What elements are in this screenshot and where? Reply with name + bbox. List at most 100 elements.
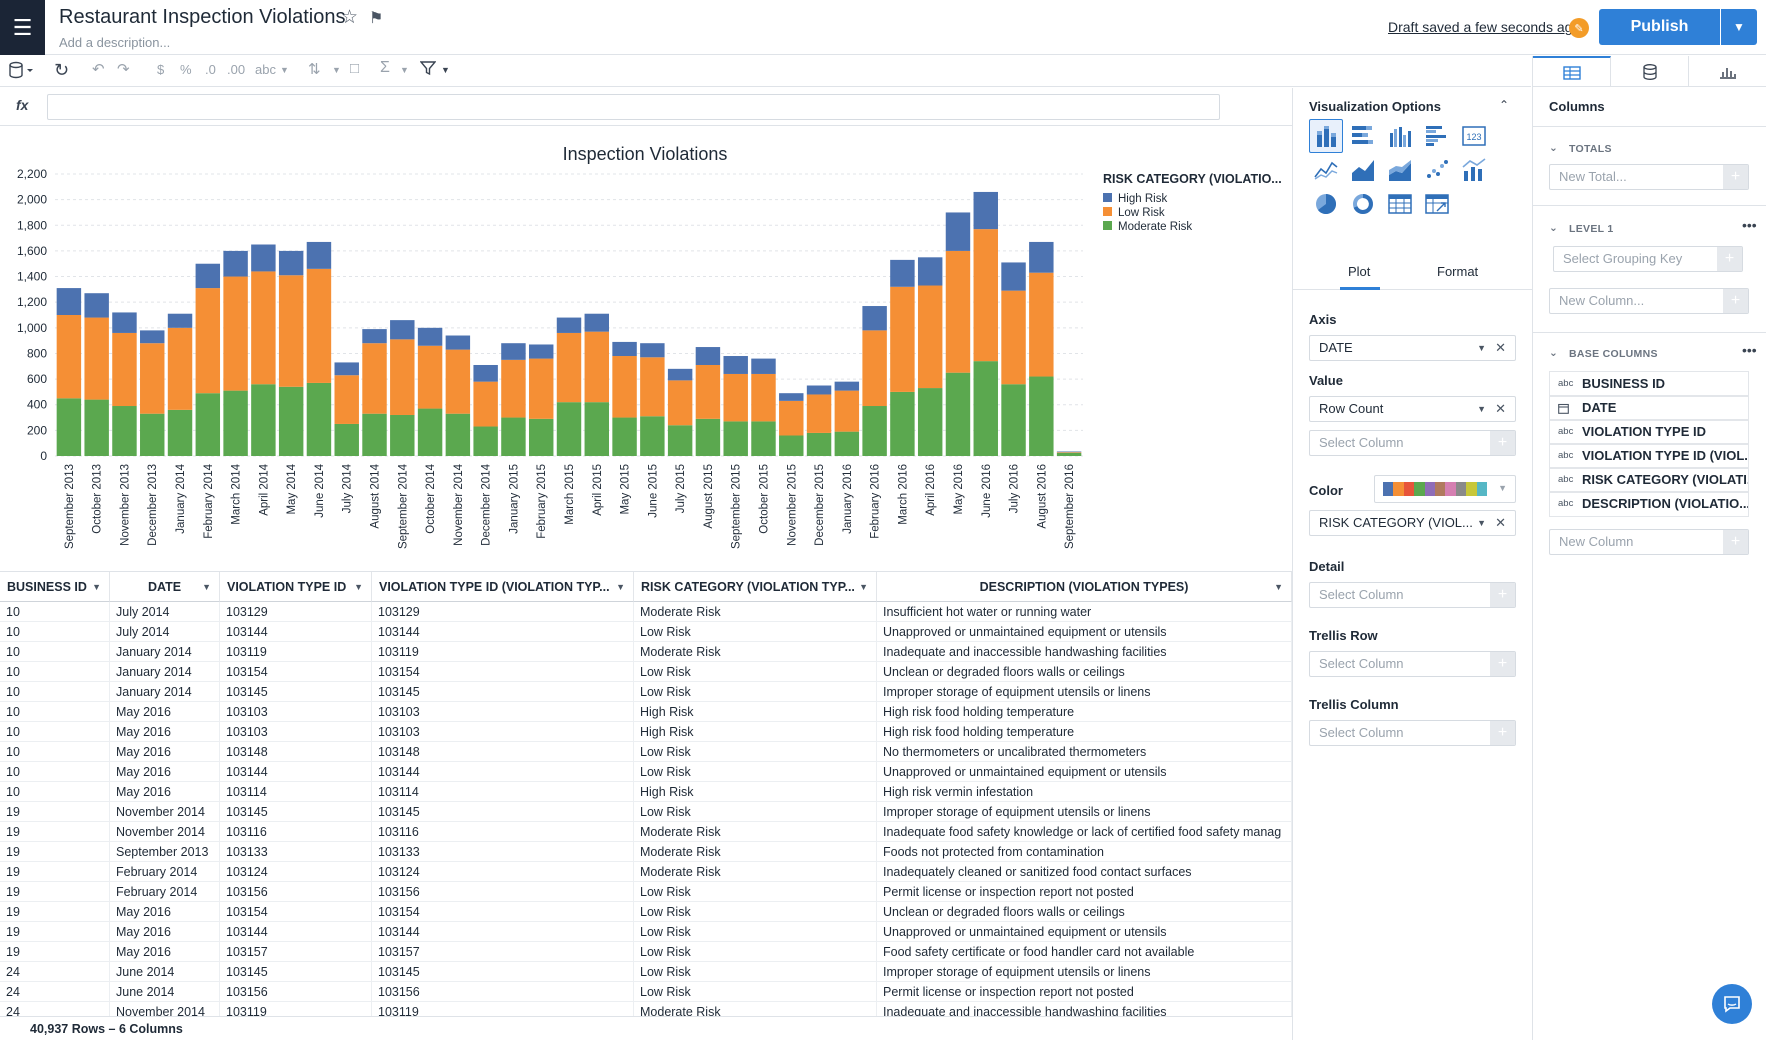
bar-high-risk[interactable] (167, 313, 193, 328)
chevron-down-icon[interactable]: ▼ (616, 582, 625, 592)
table-cell[interactable]: 103129 (372, 602, 634, 622)
bar-moderate-risk[interactable] (612, 417, 637, 456)
bar-high-risk[interactable] (584, 313, 610, 332)
table-cell[interactable]: Unclean or degraded floors walls or ceil… (877, 902, 1292, 922)
plus-icon[interactable]: + (1490, 583, 1515, 607)
table-cell[interactable]: 103119 (220, 642, 372, 662)
bar-high-risk[interactable] (917, 257, 943, 286)
table-cell[interactable]: 103114 (220, 782, 372, 802)
bar-low-risk[interactable] (195, 288, 221, 394)
column-header[interactable]: DESCRIPTION (VIOLATION TYPES) ▼ (877, 572, 1292, 602)
bar-high-risk[interactable] (640, 343, 665, 358)
draft-status-link[interactable]: Draft saved a few seconds ago (1388, 19, 1581, 35)
chevron-down-icon[interactable]: ▼ (1721, 9, 1757, 45)
bar-moderate-risk[interactable] (140, 413, 165, 456)
tab-format[interactable]: Format (1437, 264, 1479, 279)
table-cell[interactable]: May 2016 (110, 762, 220, 782)
bar-low-risk[interactable] (501, 359, 526, 418)
table-cell[interactable]: Inadequate and inaccessible handwashing … (877, 1002, 1292, 1016)
bar-low-risk[interactable] (112, 332, 137, 407)
redo-icon[interactable]: ↷ (117, 61, 130, 78)
table-cell[interactable]: Moderate Risk (634, 822, 877, 842)
table-cell[interactable]: 103154 (372, 902, 634, 922)
table-cell[interactable]: February 2014 (110, 862, 220, 882)
table-cell[interactable]: May 2016 (110, 922, 220, 942)
table-cell[interactable]: 103103 (372, 702, 634, 722)
bar-low-risk[interactable] (751, 373, 776, 422)
bar-moderate-risk[interactable] (417, 408, 443, 456)
bar-high-risk[interactable] (556, 317, 582, 333)
chevron-down-icon[interactable]: ▼ (332, 65, 341, 75)
table-cell[interactable]: High Risk (634, 702, 877, 722)
pencil-icon[interactable]: ✎ (1569, 18, 1589, 38)
bar-moderate-risk[interactable] (195, 393, 221, 456)
bar-moderate-risk[interactable] (1001, 384, 1026, 456)
bar-low-risk[interactable] (667, 380, 693, 426)
bar-low-risk[interactable] (84, 317, 109, 400)
tab-plot[interactable]: Plot (1348, 264, 1371, 279)
bar-low-risk[interactable] (278, 275, 304, 387)
bar-high-risk[interactable] (528, 344, 554, 359)
percent-format-button[interactable]: % (180, 62, 192, 77)
table-cell[interactable]: 19 (0, 882, 110, 902)
bar-moderate-risk[interactable] (584, 402, 610, 456)
menu-icon[interactable]: ☰ (0, 0, 45, 55)
chat-icon[interactable] (1712, 984, 1752, 1024)
table-cell[interactable]: 103145 (220, 802, 372, 822)
bar-low-risk[interactable] (140, 343, 165, 414)
bar-high-risk[interactable] (417, 327, 443, 346)
kpi-icon[interactable]: 123 (1457, 119, 1491, 153)
bar-moderate-risk[interactable] (556, 402, 582, 456)
table-cell[interactable]: Low Risk (634, 742, 877, 762)
table-cell[interactable]: 103144 (372, 622, 634, 642)
bar-low-risk[interactable] (695, 364, 721, 419)
bar-moderate-risk[interactable] (334, 423, 359, 456)
table-cell[interactable]: 10 (0, 602, 110, 622)
table-cell[interactable]: 10 (0, 662, 110, 682)
formula-input[interactable] (47, 94, 1220, 120)
table-cell[interactable]: 19 (0, 922, 110, 942)
bar-moderate-risk[interactable] (278, 386, 304, 456)
star-icon[interactable]: ☆ (341, 7, 359, 28)
bar-high-risk[interactable] (945, 212, 971, 251)
table-cell[interactable]: 103156 (220, 882, 372, 902)
table-cell[interactable]: Improper storage of equipment utensils o… (877, 682, 1292, 702)
table-row[interactable]: 10 July 2014 103144 103144 Low Risk Unapprove… (0, 622, 1292, 642)
bar-moderate-risk[interactable] (112, 406, 137, 456)
table-cell[interactable]: Permit license or inspection report not … (877, 982, 1292, 1002)
bar-low-risk[interactable] (806, 394, 832, 433)
increase-decimal-button[interactable]: .00 (227, 62, 246, 77)
legend-entry[interactable]: Low Risk (1118, 207, 1165, 219)
bar-low-risk[interactable] (1056, 452, 1082, 453)
new-column-input[interactable]: New Column... + (1549, 288, 1749, 314)
filter-icon[interactable] (419, 60, 437, 79)
table-cell[interactable]: 103144 (372, 922, 634, 942)
bar-moderate-risk[interactable] (84, 399, 109, 456)
table-row[interactable]: 10 May 2016 103103 103103 High Risk High risk… (0, 722, 1292, 742)
table-row[interactable]: 10 May 2016 103114 103114 High Risk High risk… (0, 782, 1292, 802)
table-cell[interactable]: 103156 (220, 982, 372, 1002)
chevron-down-icon[interactable]: ▼ (1498, 483, 1507, 493)
table-cell[interactable]: 103156 (372, 982, 634, 1002)
table-cell[interactable]: 103119 (220, 1002, 372, 1016)
combo-icon[interactable] (1457, 153, 1491, 187)
bar-high-risk[interactable] (667, 368, 693, 381)
table-cell[interactable]: 19 (0, 942, 110, 962)
column-header[interactable]: VIOLATION TYPE ID ▼ (220, 572, 372, 602)
table-row[interactable]: 19 February 2014 103124 103124 Moderate Risk… (0, 862, 1292, 882)
column-header[interactable]: DATE ▼ (110, 572, 220, 602)
table-cell[interactable]: Moderate Risk (634, 642, 877, 662)
chevron-down-icon[interactable]: ⌄ (1549, 222, 1559, 234)
area-icon[interactable] (1346, 153, 1380, 187)
table-row[interactable]: 24 June 2014 103156 103156 Low Risk Permit li… (0, 982, 1292, 1002)
table-cell[interactable]: Low Risk (634, 902, 877, 922)
table-cell[interactable]: January 2014 (110, 682, 220, 702)
bar-high-risk[interactable] (140, 330, 165, 344)
table-cell[interactable]: 103145 (372, 682, 634, 702)
table-cell[interactable]: May 2016 (110, 722, 220, 742)
stacked-hbar-icon[interactable] (1346, 119, 1380, 153)
table-row[interactable]: 19 May 2016 103157 103157 Low Risk Food safet… (0, 942, 1292, 962)
bar-high-risk[interactable] (862, 306, 887, 331)
plus-icon[interactable]: + (1490, 721, 1515, 745)
table-chart-icon[interactable] (1383, 187, 1417, 221)
